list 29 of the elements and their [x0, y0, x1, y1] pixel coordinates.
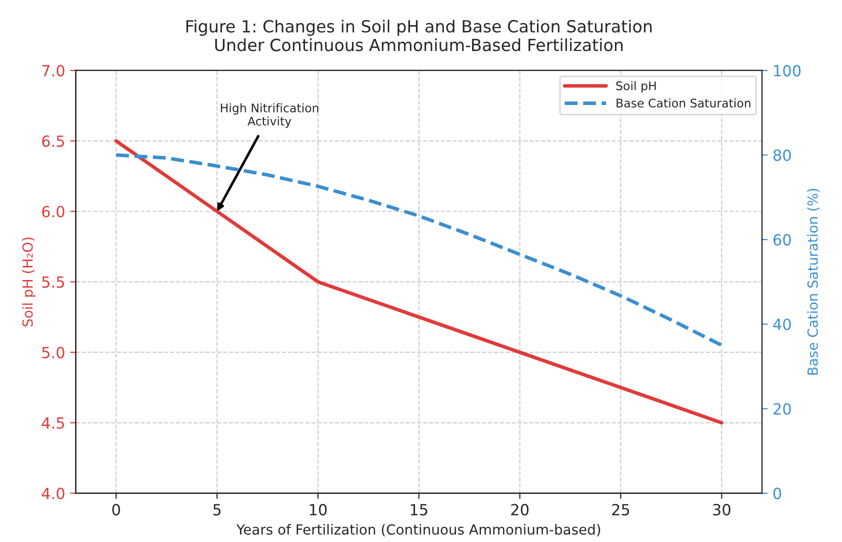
- x-tick-label: 10: [310, 504, 327, 516]
- legend-label: Soil pH: [616, 81, 656, 93]
- y-tick-label: 6.5: [42, 135, 64, 147]
- line-series: [114, 139, 724, 424]
- x-axis-title: Years of Fertilization (Continuous Ammonium-based): [236, 524, 600, 536]
- y2-axis-title: Base Cation Saturation (%): [807, 188, 820, 375]
- x-tick-label: 0: [112, 504, 120, 516]
- y-tick-label: 5.0: [42, 346, 64, 358]
- x-tick-label: 20: [511, 504, 529, 516]
- y-tick-label: 5.5: [42, 276, 64, 288]
- y-tick-label: 4.0: [42, 488, 64, 500]
- line-series: [114, 153, 724, 347]
- y2-tick-label: 0: [773, 488, 782, 500]
- x-tick-label: 15: [410, 504, 428, 516]
- y-axis-title: Soil pH (H₂O): [22, 238, 36, 326]
- y2-tick-label: 80: [773, 149, 791, 162]
- y-tick-label: 7.0: [42, 64, 64, 76]
- y-tick-label: 6.0: [42, 206, 64, 218]
- y2-tick-label: 20: [774, 403, 791, 415]
- y-tick-label: 4.5: [42, 417, 64, 429]
- x-tick-label: 30: [713, 504, 730, 516]
- x-tick-label: 25: [612, 504, 630, 516]
- y2-tick-label: 60: [773, 234, 791, 246]
- legend-label: Base Cation Saturation: [616, 98, 750, 108]
- chart-title: Figure 1: Changes in Soil pH and Base Cation Saturation Under Continuous Ammonium-Based Fertilization: [186, 20, 652, 52]
- x-tick-label: 5: [213, 504, 221, 516]
- annotation: High Nitrification Activity: [220, 103, 318, 128]
- y2-tick-label: 40: [773, 318, 791, 330]
- y2-tick-label: 100: [774, 64, 801, 76]
